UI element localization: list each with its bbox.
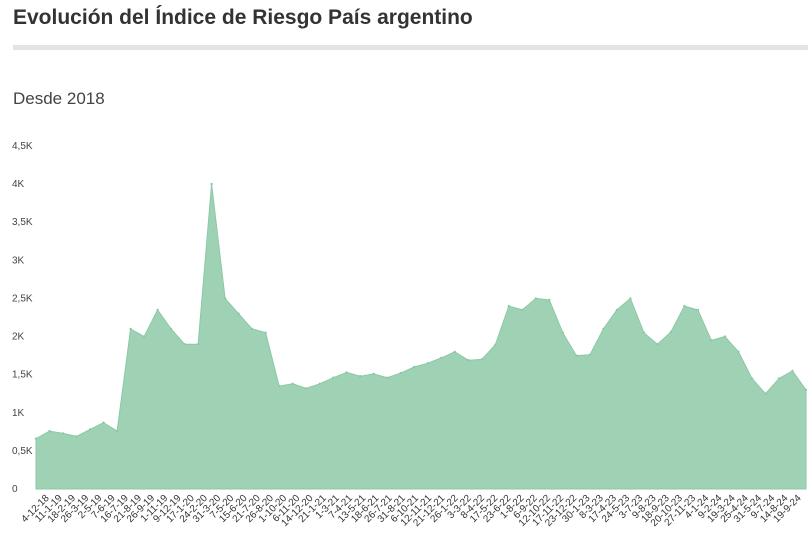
area-layer xyxy=(34,182,808,490)
y-tick-label: 0 xyxy=(12,484,18,495)
data-point xyxy=(250,327,254,331)
title-divider xyxy=(13,45,808,50)
data-point xyxy=(791,369,794,373)
data-point xyxy=(467,359,470,362)
data-point xyxy=(561,331,564,334)
x-axis: 4-12-1811-1-1918-2-1926-3-192-5-197-6-19… xyxy=(19,493,803,529)
data-point xyxy=(102,421,105,424)
data-point xyxy=(575,354,578,357)
data-point xyxy=(223,297,227,300)
data-point xyxy=(615,308,619,312)
y-tick-label: 1K xyxy=(12,408,25,419)
data-point xyxy=(642,331,646,334)
y-axis: 0 0,5K 1K 1,5K 2K 2,5K 3K 3,5K 4K 4,5K xyxy=(12,141,33,495)
data-point xyxy=(386,376,389,379)
data-point xyxy=(291,382,294,385)
data-point xyxy=(183,343,186,346)
data-point xyxy=(521,308,524,312)
data-point xyxy=(629,297,632,300)
data-point xyxy=(399,371,402,375)
y-tick-label: 2,5K xyxy=(12,293,33,304)
chart-subtitle: Desde 2018 xyxy=(13,89,105,108)
data-point xyxy=(278,384,281,388)
data-point xyxy=(764,392,767,395)
data-point xyxy=(115,429,119,433)
data-point xyxy=(710,339,713,342)
data-point xyxy=(196,343,200,346)
data-point xyxy=(494,343,497,347)
riesgo-area xyxy=(35,184,807,490)
data-point xyxy=(332,376,335,379)
data-point xyxy=(440,356,443,360)
data-point xyxy=(588,353,592,356)
data-point xyxy=(507,304,510,308)
data-point xyxy=(142,335,146,338)
y-tick-label: 2K xyxy=(12,332,25,343)
data-point xyxy=(696,308,700,312)
data-point xyxy=(683,304,686,308)
data-point xyxy=(372,372,375,376)
data-point xyxy=(156,308,159,312)
data-point xyxy=(804,388,808,392)
data-point xyxy=(480,358,483,361)
data-point xyxy=(210,182,213,186)
data-point xyxy=(305,387,308,390)
data-point xyxy=(426,362,429,365)
data-point xyxy=(737,350,740,353)
data-point xyxy=(413,365,416,369)
data-point xyxy=(656,343,659,346)
data-point xyxy=(534,297,537,300)
data-point xyxy=(88,428,92,431)
y-tick-label: 4,5K xyxy=(12,141,33,152)
data-point xyxy=(237,312,240,315)
data-point xyxy=(48,429,51,433)
data-point xyxy=(264,331,267,334)
data-point xyxy=(669,330,673,334)
chart-title: Evolución del Índice de Riesgo País arge… xyxy=(13,6,473,29)
data-point xyxy=(777,377,781,380)
data-point xyxy=(359,375,362,378)
data-point xyxy=(453,350,456,353)
data-point xyxy=(169,327,173,331)
data-point xyxy=(61,432,65,435)
data-point xyxy=(723,335,727,338)
y-tick-label: 0,5K xyxy=(12,446,33,457)
data-point xyxy=(548,298,551,302)
data-point xyxy=(34,437,38,440)
data-point xyxy=(129,327,132,331)
y-tick-label: 3,5K xyxy=(12,217,33,228)
data-point xyxy=(750,377,754,380)
data-point xyxy=(345,371,348,374)
data-point xyxy=(75,435,78,438)
data-point xyxy=(318,382,321,385)
data-point xyxy=(602,327,605,331)
y-tick-label: 3K xyxy=(12,255,25,266)
y-tick-label: 1,5K xyxy=(12,370,33,381)
y-tick-label: 4K xyxy=(12,179,25,190)
